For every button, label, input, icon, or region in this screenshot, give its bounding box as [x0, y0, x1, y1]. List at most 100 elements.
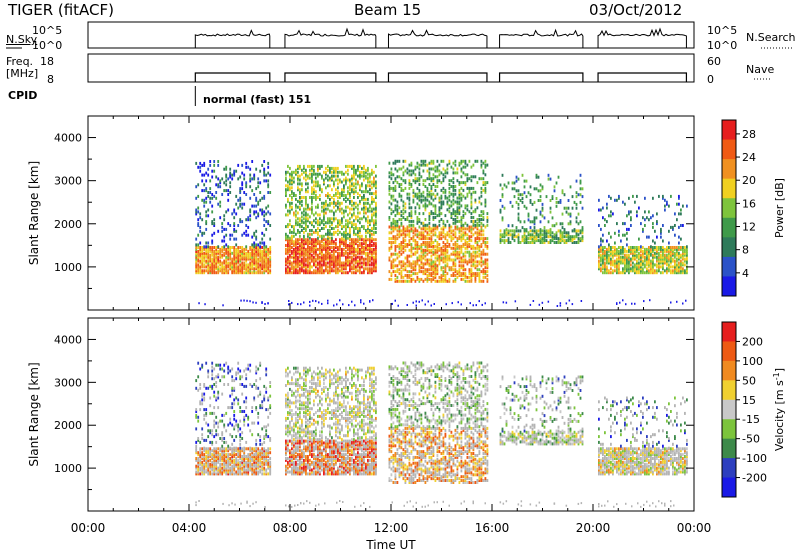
scatter-cell [559, 199, 562, 202]
scatter-cell [247, 269, 250, 273]
scatter-cell [359, 201, 361, 205]
scatter-cell [327, 253, 329, 257]
scatter-cell [335, 168, 337, 172]
scatter-cell [432, 225, 435, 229]
scatter-cell [245, 267, 248, 271]
scatter-cell [207, 261, 210, 265]
scatter-cell [446, 163, 449, 167]
scatter-cell [616, 267, 618, 271]
scatter-cell [363, 197, 365, 201]
scatter-cell [408, 192, 411, 196]
scatter-cell [515, 229, 518, 233]
scatter-cell [476, 227, 479, 231]
scatter-cell [257, 200, 260, 204]
scatter-cell [666, 261, 668, 265]
scatter-cell [672, 246, 674, 249]
scatter-cell [363, 263, 365, 267]
scatter-cell [331, 209, 333, 213]
scatter-cell [632, 267, 634, 271]
scatter-cell [235, 457, 238, 460]
scatter-cell [331, 232, 333, 236]
scatter-cell [652, 263, 654, 267]
scatter-cell [454, 244, 457, 248]
scatter-cell [410, 244, 413, 248]
scatter-cell [343, 253, 345, 257]
scatter-cell [563, 239, 566, 243]
scatter-cell [371, 255, 373, 259]
scatter-cell [299, 244, 301, 247]
scatter-cell [648, 257, 650, 261]
scatter-cell [311, 199, 313, 203]
scatter-cell [484, 198, 487, 202]
scatter-cell [543, 239, 546, 243]
scatter-cell [472, 163, 475, 167]
scatter-cell [456, 256, 459, 260]
scatter-cell [227, 453, 230, 457]
scatter-cell [418, 177, 421, 181]
scatter-cell [349, 217, 351, 221]
scatter-cell [357, 229, 359, 232]
scatter-cell [658, 267, 660, 271]
scatter-cell [626, 261, 628, 265]
scatter-cell [666, 257, 668, 261]
scatter-cell [325, 221, 327, 225]
scatter-cell [363, 242, 365, 246]
scatter-cell [323, 201, 325, 205]
scatter-cell [285, 249, 287, 253]
scatter-cell [454, 188, 457, 192]
scatter-cell [287, 223, 289, 227]
scatter-cell [205, 196, 208, 200]
scatter-cell [650, 267, 652, 271]
scatter-cell [632, 253, 634, 257]
scatter-cell [289, 271, 291, 275]
scatter-cell [319, 240, 321, 244]
scatter-cell [660, 249, 662, 253]
scatter-cell [289, 205, 291, 209]
scatter-cell [472, 233, 475, 237]
scatter-cell [674, 267, 676, 271]
scatter-cell [444, 264, 447, 268]
scatter-cell [446, 171, 449, 175]
scatter-cell [462, 277, 465, 281]
scatter-cell [311, 257, 313, 261]
scatter-cell [468, 254, 471, 258]
scatter-cell [263, 257, 266, 261]
scatter-cell [233, 265, 236, 269]
scatter-cell [529, 200, 532, 204]
scatter-cell [375, 251, 377, 255]
scatter-cell [680, 247, 682, 251]
scatter-cell [648, 235, 650, 239]
scatter-cell [458, 270, 461, 274]
scatter-cell [515, 175, 518, 179]
scatter-cell [428, 229, 431, 233]
scatter-cell [371, 247, 373, 251]
scatter-cell [682, 224, 684, 227]
scatter-cell [315, 172, 317, 176]
scatter-cell [363, 249, 365, 253]
scatter-cell [408, 183, 411, 186]
scatter-cell [205, 171, 208, 175]
scatter-cell [468, 188, 471, 192]
scatter-cell [408, 223, 411, 227]
scatter-cell [650, 265, 652, 269]
scatter-cell [245, 183, 248, 187]
scatter-cell [255, 167, 258, 171]
scatter-cell [323, 182, 325, 186]
scatter-cell [472, 258, 475, 262]
scatter-cell [598, 267, 600, 271]
scatter-cell [436, 241, 439, 244]
scatter-cell [363, 190, 365, 194]
scatter-cell [333, 201, 335, 205]
scatter-cell [353, 251, 355, 255]
scatter-cell [672, 271, 674, 275]
scatter-cell [418, 194, 421, 198]
scatter-cell [472, 223, 475, 227]
scatter-cell [436, 279, 439, 283]
scatter-cell [436, 175, 439, 179]
scatter-cell [484, 204, 487, 208]
scatter-cell [600, 227, 602, 231]
scatter-cell [598, 265, 600, 269]
scatter-cell [323, 269, 325, 273]
scatter-cell [515, 226, 518, 230]
scatter-cell [557, 200, 560, 204]
